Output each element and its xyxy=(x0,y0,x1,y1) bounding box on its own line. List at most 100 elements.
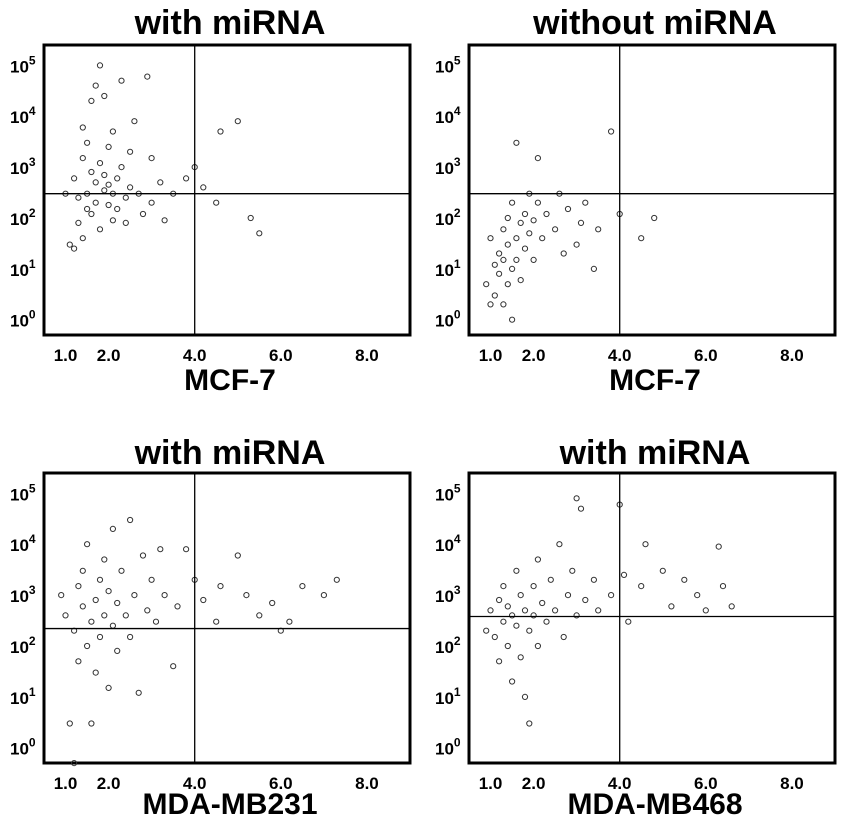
data-point xyxy=(668,603,675,610)
data-point xyxy=(500,618,507,625)
data-point xyxy=(534,642,542,650)
data-point xyxy=(71,245,78,252)
data-point xyxy=(487,235,494,242)
data-point xyxy=(496,596,503,604)
data-point xyxy=(521,245,529,252)
data-point xyxy=(75,583,82,590)
data-point xyxy=(534,155,542,162)
scatter-points xyxy=(483,495,735,727)
data-point xyxy=(590,576,597,583)
data-point xyxy=(552,226,559,233)
x-tick-label: 1.0 xyxy=(54,774,78,793)
y-tick-label: 103 xyxy=(435,155,461,178)
data-point xyxy=(299,583,306,590)
data-point xyxy=(234,118,241,125)
data-point xyxy=(517,219,524,226)
data-point xyxy=(521,210,529,218)
data-point xyxy=(66,720,73,727)
data-point xyxy=(487,607,494,614)
data-point xyxy=(534,556,542,563)
data-point xyxy=(625,618,632,625)
data-point xyxy=(148,199,155,206)
data-point xyxy=(509,678,516,685)
data-point xyxy=(543,210,550,218)
data-point xyxy=(483,627,490,634)
data-point xyxy=(681,576,688,583)
data-point xyxy=(92,82,99,89)
data-point xyxy=(157,546,164,553)
y-tick-label: 105 xyxy=(10,481,36,504)
data-point xyxy=(88,618,95,625)
data-point xyxy=(526,627,533,634)
data-point xyxy=(66,241,73,248)
y-tick-label: 102 xyxy=(10,206,36,229)
data-point xyxy=(105,588,112,595)
x-tick-label: 6.0 xyxy=(694,346,718,365)
data-point xyxy=(71,175,78,182)
data-point xyxy=(573,495,580,502)
data-point xyxy=(157,179,164,186)
data-point xyxy=(728,603,735,610)
data-point xyxy=(715,543,722,550)
data-point xyxy=(547,576,554,583)
data-point xyxy=(577,219,585,226)
data-point xyxy=(517,592,524,599)
data-point xyxy=(500,583,507,590)
data-point xyxy=(517,654,524,661)
scatter-points xyxy=(483,128,658,323)
y-tick-label: 103 xyxy=(435,583,461,606)
data-point xyxy=(92,179,99,186)
data-point xyxy=(491,292,498,299)
data-point xyxy=(109,525,117,533)
data-point xyxy=(534,199,542,206)
data-point xyxy=(509,316,516,323)
y-tick-label: 104 xyxy=(10,532,36,555)
data-point xyxy=(234,552,241,559)
data-point xyxy=(114,175,121,182)
cell-line-label-4: MDA-MB468 xyxy=(567,788,743,821)
data-point xyxy=(513,567,520,574)
data-point xyxy=(269,599,276,607)
data-point xyxy=(79,124,86,131)
data-point xyxy=(638,583,645,590)
data-point xyxy=(122,194,129,201)
data-point xyxy=(513,235,520,242)
data-point xyxy=(496,658,503,665)
data-point xyxy=(139,552,147,559)
data-point xyxy=(127,633,134,641)
data-point xyxy=(84,205,91,213)
data-point xyxy=(84,541,91,548)
x-tick-label: 4.0 xyxy=(183,774,207,793)
x-tick-label: 8.0 xyxy=(780,346,804,365)
x-tick-label: 1.0 xyxy=(479,774,503,793)
y-tick-label: 101 xyxy=(10,685,36,708)
data-point xyxy=(500,301,507,308)
data-point xyxy=(127,148,134,155)
data-point xyxy=(152,618,160,625)
panel-title-1: with miRNA xyxy=(134,4,326,42)
data-point xyxy=(694,592,701,599)
x-tick-label: 4.0 xyxy=(608,346,632,365)
y-tick-label: 102 xyxy=(10,634,36,657)
data-point xyxy=(96,576,104,583)
y-tick-label: 105 xyxy=(435,481,461,504)
data-point xyxy=(161,592,168,599)
x-tick-label: 6.0 xyxy=(694,774,718,793)
data-point xyxy=(148,155,155,162)
data-point xyxy=(114,205,121,213)
data-point xyxy=(88,210,95,218)
y-tick-label: 104 xyxy=(10,104,36,127)
data-point xyxy=(213,199,220,206)
data-point xyxy=(105,181,112,188)
data-point xyxy=(483,281,490,288)
data-point xyxy=(521,693,529,700)
data-point xyxy=(170,663,177,670)
data-point xyxy=(92,596,99,604)
data-point xyxy=(58,592,65,599)
data-point xyxy=(101,187,108,194)
data-point xyxy=(496,270,503,277)
data-point xyxy=(183,175,190,182)
data-point xyxy=(552,607,559,614)
plot-frame xyxy=(467,43,837,337)
data-point xyxy=(92,669,99,676)
